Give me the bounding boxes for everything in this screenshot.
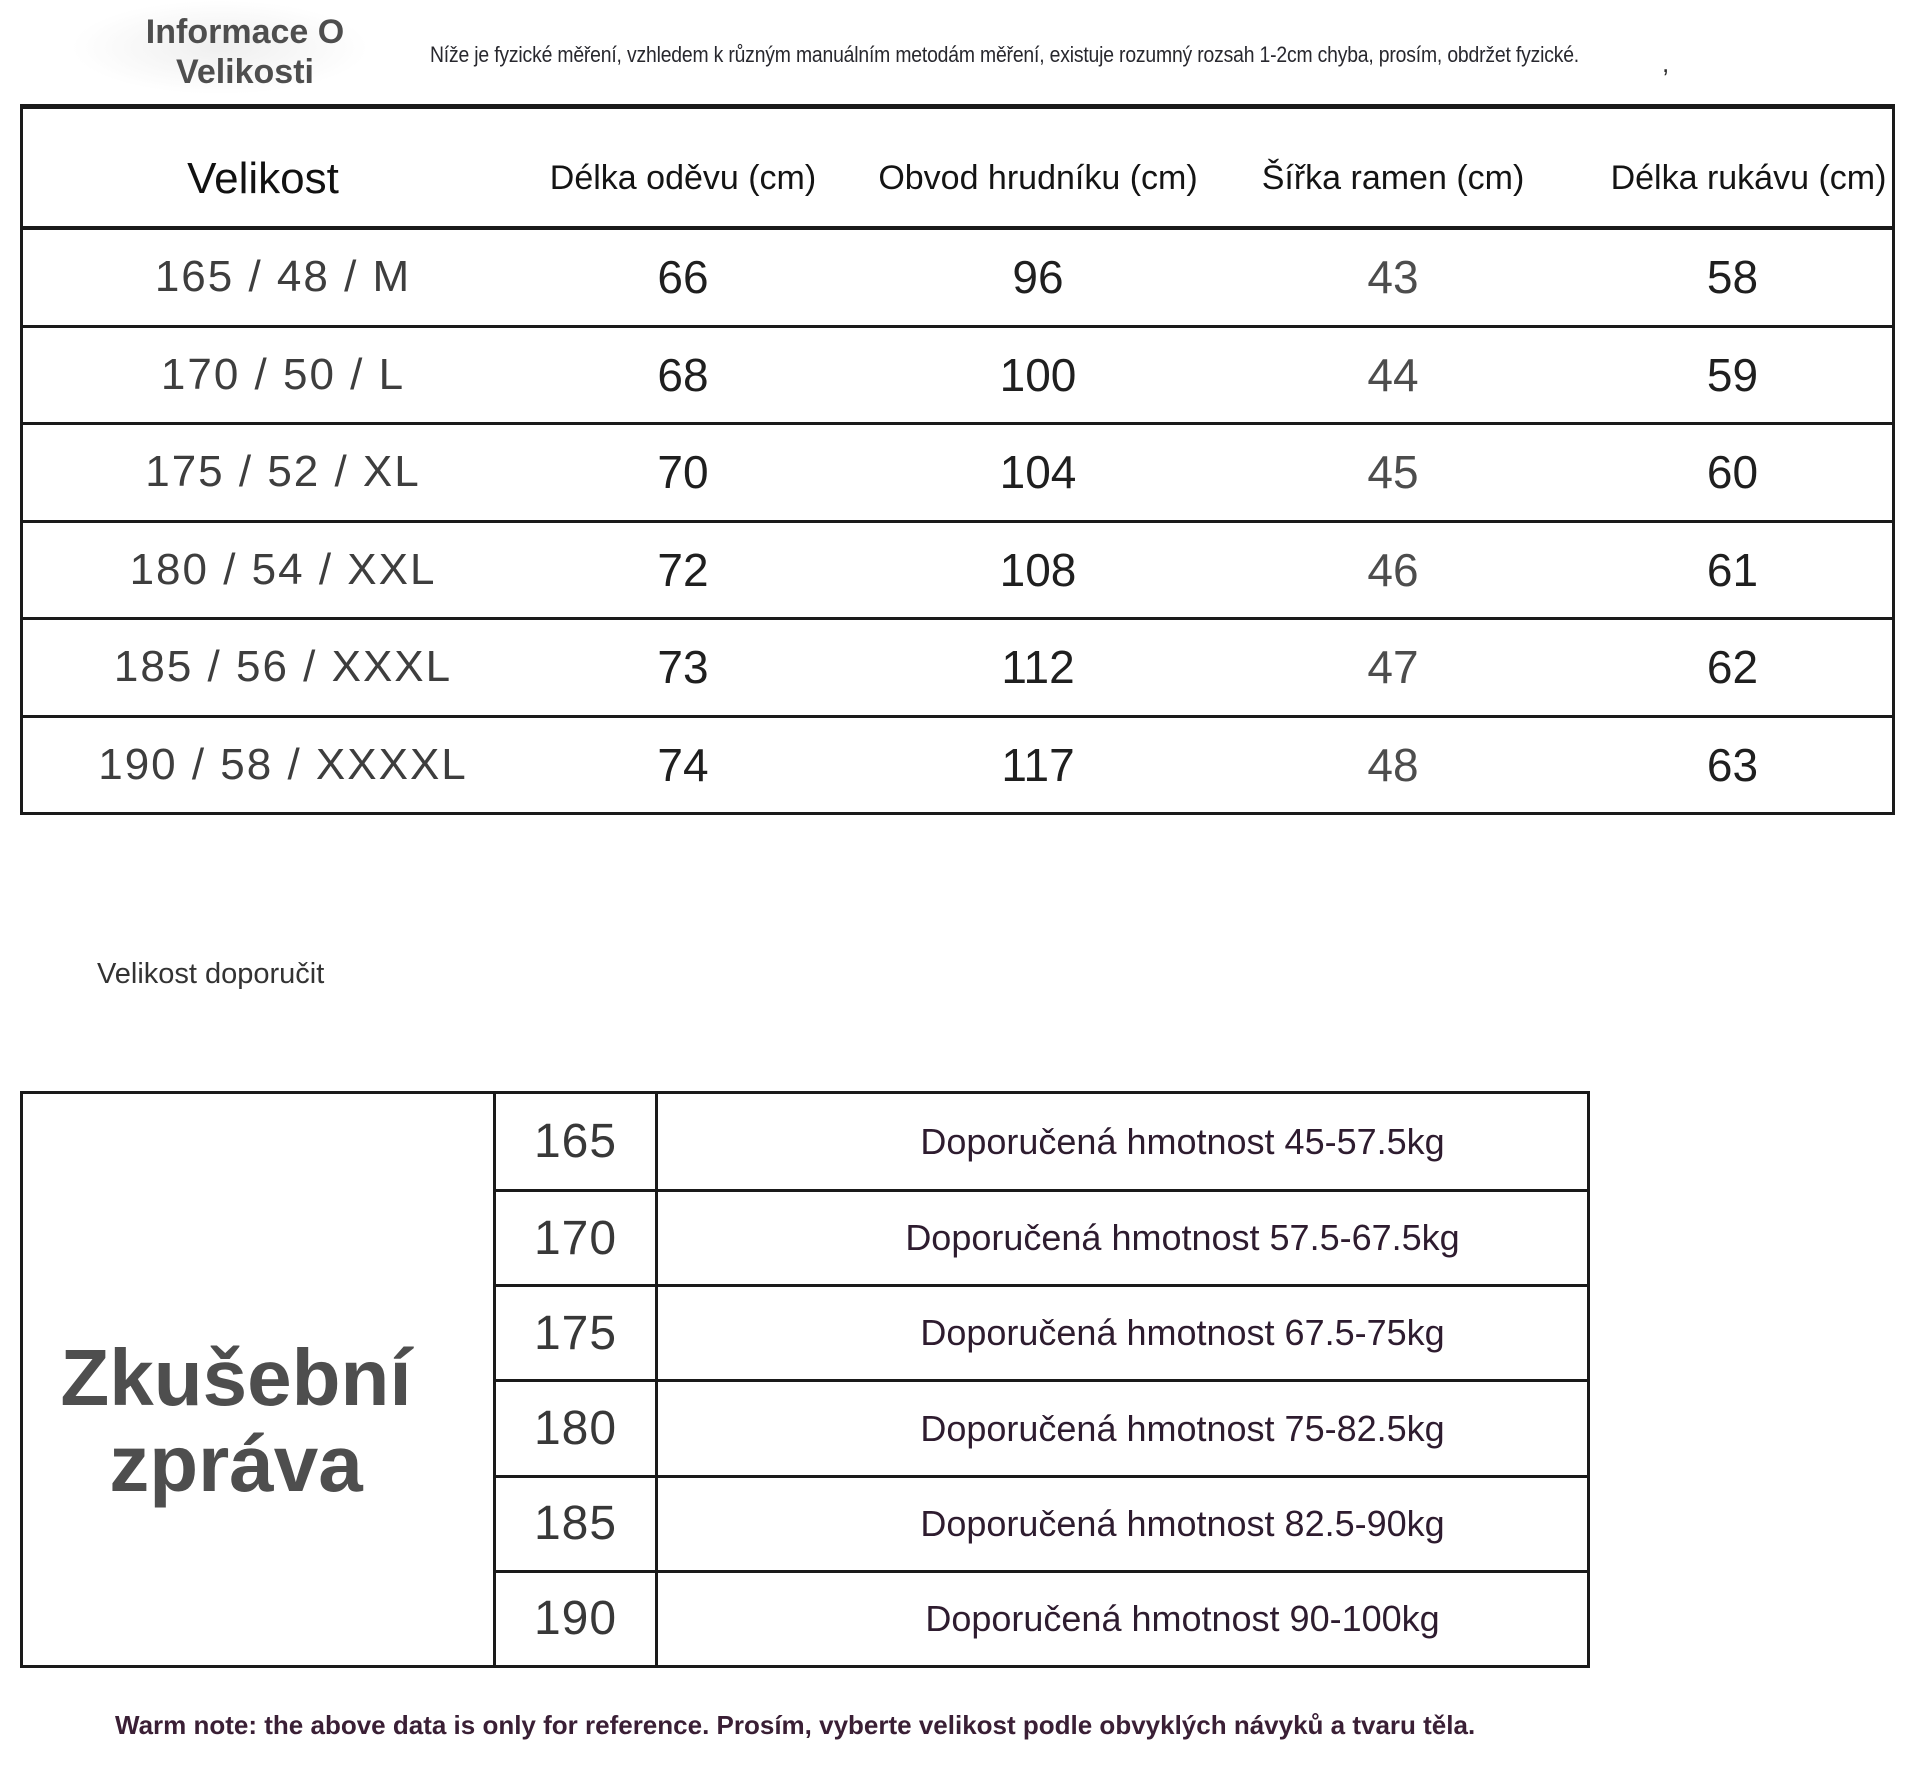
chest-value: 100: [999, 348, 1077, 401]
height-value: 190: [493, 1569, 658, 1665]
chest-value: 117: [1001, 738, 1075, 791]
shoulder-value: 48: [1367, 738, 1419, 791]
recommended-weight: Doporučená hmotnost 82.5-90kg: [658, 1474, 1587, 1570]
report-title: Zkušební zpráva: [60, 1335, 411, 1507]
height-value: 170: [493, 1189, 658, 1285]
size-table-header-row: Velikost Délka oděvu (cm) Obvod hrudníku…: [23, 109, 1892, 230]
size-label: 175 / 52 / XL: [145, 447, 421, 497]
size-table-row: 185 / 56 / XXXL 73 112 47 62: [23, 617, 1892, 715]
chest-value: 112: [1001, 641, 1075, 694]
column-header-shoulder: Šířka ramen (cm): [1261, 159, 1525, 197]
sleeve-value: 61: [1706, 543, 1759, 596]
note-trailing-mark: ,: [1662, 48, 1670, 78]
shoulder-value: 46: [1367, 543, 1419, 596]
size-label: 180 / 54 / XXL: [129, 544, 437, 594]
recommended-weight: Doporučená hmotnost 90-100kg: [658, 1569, 1587, 1665]
recommended-weight: Doporučená hmotnost 45-57.5kg: [920, 1120, 1445, 1162]
sleeve-value: 58: [1706, 251, 1759, 304]
height-value: 165: [493, 1094, 658, 1190]
sleeve-value: 59: [1706, 348, 1759, 401]
page-title: Informace O Velikosti: [120, 12, 370, 92]
size-recommend-label: Velikost doporučit: [97, 958, 325, 990]
column-header-size: Velikost: [187, 153, 339, 203]
column-header-sleeve: Délka rukávu (cm): [1610, 159, 1887, 197]
shoulder-value: 47: [1367, 641, 1419, 694]
garment-length-value: 73: [657, 641, 709, 694]
chest-value: 104: [999, 446, 1077, 499]
recommended-weight: Doporučená hmotnost 75-82.5kg: [658, 1379, 1587, 1474]
garment-length-value: 74: [657, 738, 709, 791]
recommended-weight: Doporučená hmotnost 67.5-75kg: [658, 1284, 1587, 1379]
report-title-line2: zpráva: [109, 1419, 363, 1509]
size-label: 190 / 58 / XXXXL: [98, 739, 468, 789]
shoulder-value: 45: [1367, 446, 1419, 499]
measurement-tolerance-note: Níže je fyzické měření, vzhledem k různý…: [430, 42, 1580, 67]
recommended-weight: Doporučená hmotnost 57.5-67.5kg: [658, 1189, 1587, 1284]
height-value: 175: [493, 1284, 658, 1380]
size-label: 185 / 56 / XXXL: [113, 642, 453, 692]
size-label: 165 / 48 / M: [154, 252, 412, 302]
size-label: 170 / 50 / L: [160, 349, 406, 399]
garment-length-value: 68: [657, 348, 709, 401]
size-table-row: 170 / 50 / L 68 100 44 59: [23, 324, 1892, 423]
height-value: 180: [493, 1379, 658, 1475]
weight-recommendation-table: Zkušební zpráva 165 Doporučená hmotnost …: [20, 1091, 1590, 1668]
warm-note: Warm note: the above data is only for re…: [115, 1710, 1476, 1740]
page-title-line2: Velikosti: [176, 53, 314, 91]
height-value: 185: [493, 1474, 658, 1570]
column-header-chest: Obvod hrudníku (cm): [878, 159, 1198, 197]
size-table-row: 180 / 54 / XXL 72 108 46 61: [23, 519, 1892, 618]
sleeve-value: 63: [1706, 738, 1759, 791]
report-title-cell: Zkušební zpráva: [23, 1094, 493, 1665]
chest-value: 108: [999, 543, 1077, 596]
shoulder-value: 44: [1367, 348, 1419, 401]
sleeve-value: 62: [1706, 641, 1759, 694]
size-measurements-table: Velikost Délka oděvu (cm) Obvod hrudníku…: [20, 104, 1895, 815]
report-title-line1: Zkušební: [60, 1333, 412, 1423]
column-header-garment-length: Délka oděvu (cm): [549, 159, 817, 197]
size-table-row: 190 / 58 / XXXXL 74 117 48 63: [23, 714, 1892, 813]
garment-length-value: 72: [657, 543, 709, 596]
size-table-row: 175 / 52 / XL 70 104 45 60: [23, 422, 1892, 520]
garment-length-value: 70: [657, 446, 709, 499]
sleeve-value: 60: [1706, 446, 1759, 499]
shoulder-value: 43: [1367, 251, 1419, 304]
page-title-line1: Informace O: [145, 13, 345, 51]
size-table-row: 165 / 48 / M 66 96 43 58: [23, 230, 1892, 325]
chest-value: 96: [1012, 251, 1064, 304]
garment-length-value: 66: [657, 251, 709, 304]
